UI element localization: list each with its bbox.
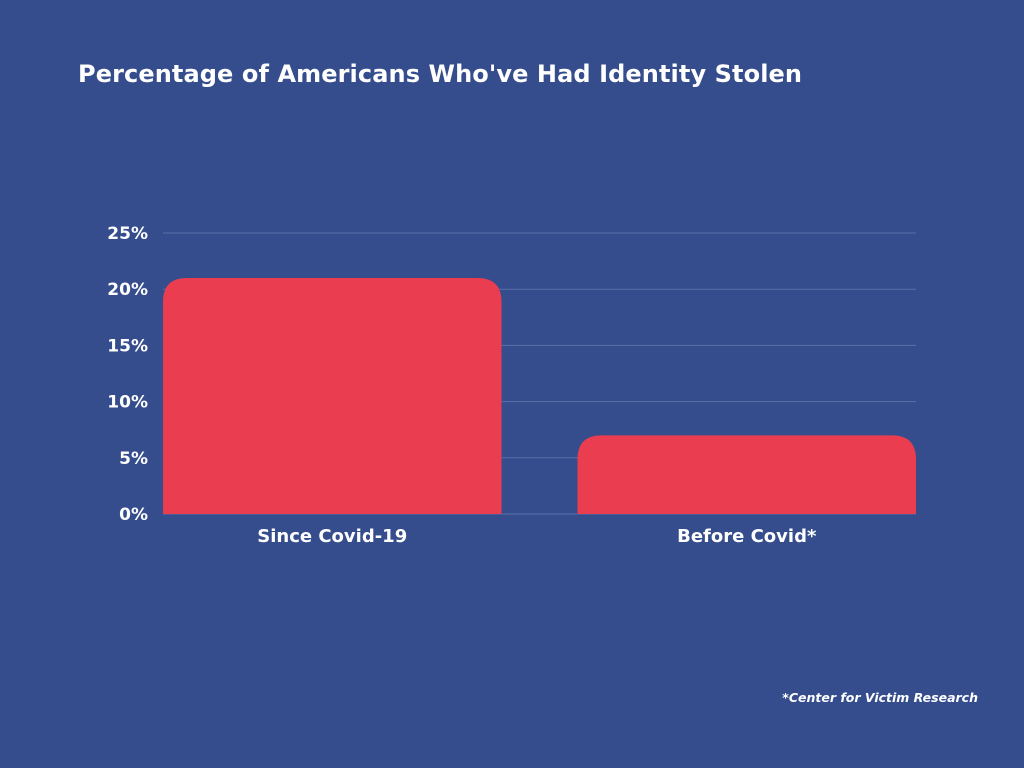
bar: [577, 435, 916, 514]
y-axis-tick-labels: 0% 5% 10% 15% 20% 25%: [107, 224, 148, 525]
x-axis-category-labels: Since Covid-19 Before Covid*: [257, 526, 817, 547]
y-tick-label: 15%: [107, 336, 148, 356]
y-tick-label: 5%: [119, 449, 148, 469]
y-tick-label: 20%: [107, 280, 148, 300]
y-tick-label: 0%: [119, 505, 148, 525]
x-category-label: Since Covid-19: [257, 526, 407, 547]
bar: [163, 277, 502, 514]
x-category-label: Before Covid*: [677, 526, 817, 547]
source-footnote: *Center for Victim Research: [782, 690, 978, 705]
chart-title: Percentage of Americans Who've Had Ident…: [78, 60, 803, 88]
y-tick-label: 25%: [107, 224, 148, 244]
bars: [163, 277, 916, 514]
y-tick-label: 10%: [107, 393, 148, 413]
